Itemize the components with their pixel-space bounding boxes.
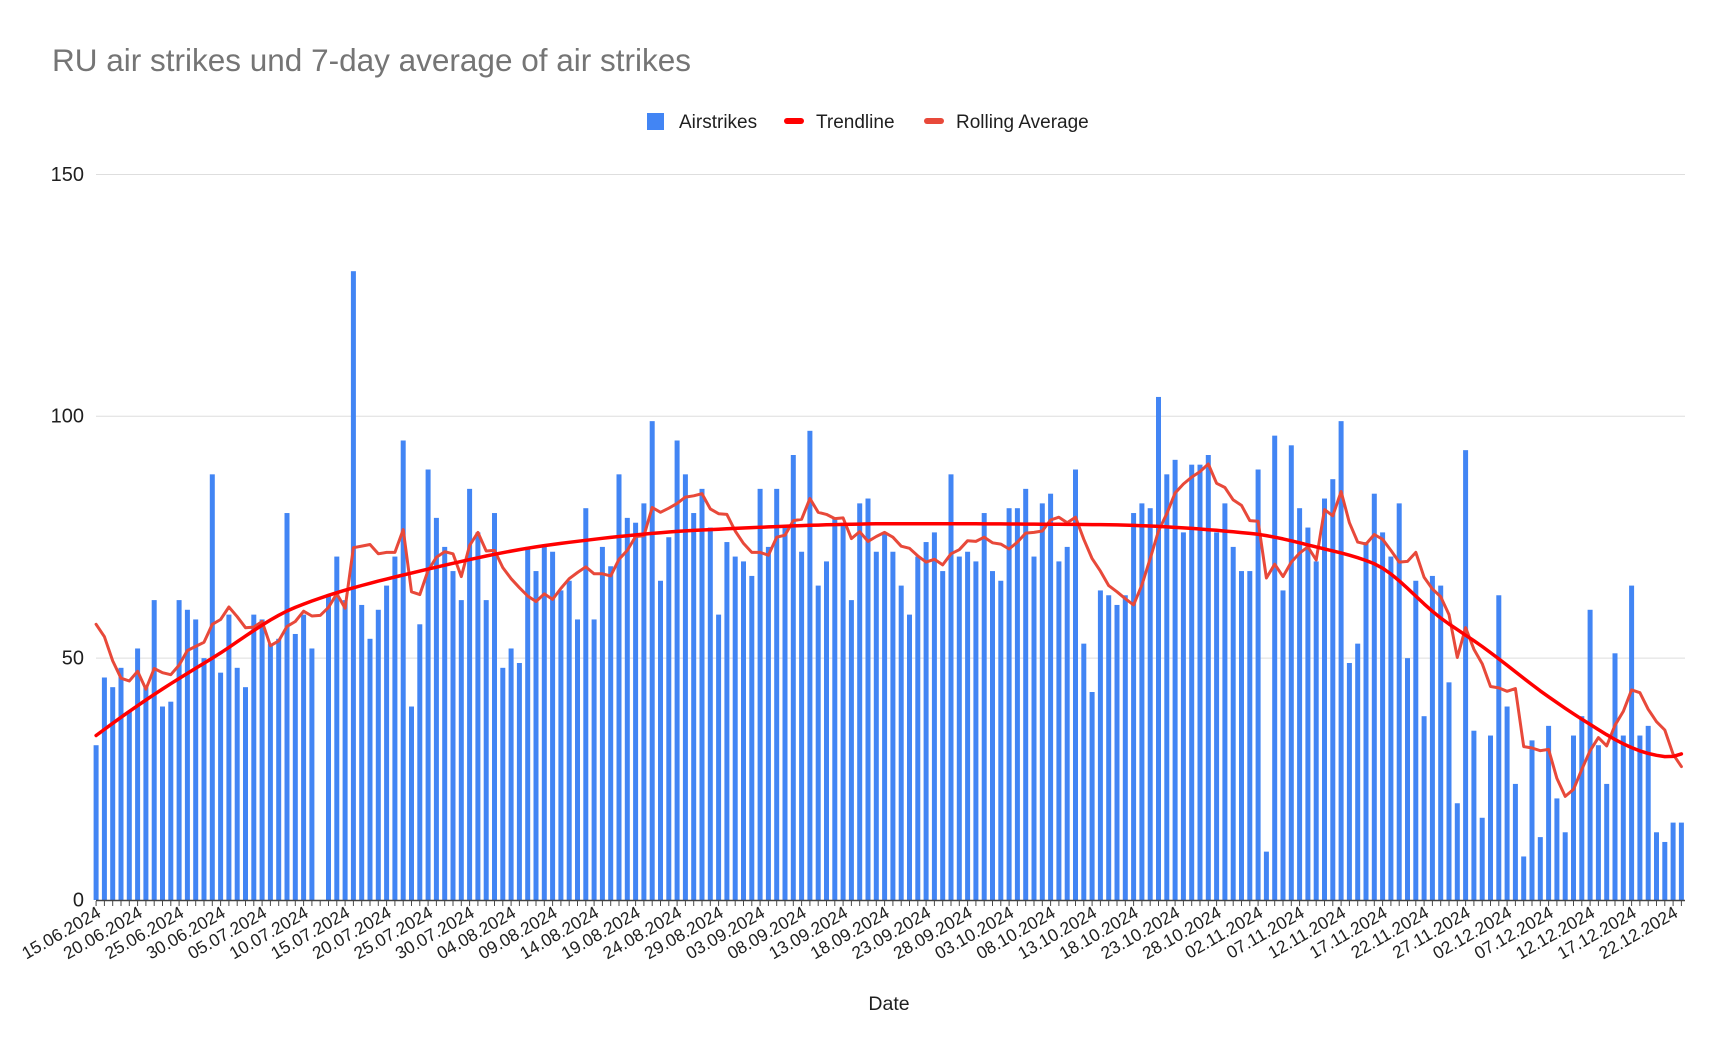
svg-text:150: 150 xyxy=(51,164,84,186)
svg-text:Airstrikes: Airstrikes xyxy=(679,112,757,133)
svg-text:100: 100 xyxy=(51,406,84,428)
svg-text:50: 50 xyxy=(62,647,84,669)
svg-text:Trendline: Trendline xyxy=(816,112,895,133)
svg-text:Date: Date xyxy=(868,993,909,1015)
svg-text:Rolling Average: Rolling Average xyxy=(956,112,1089,133)
svg-text:0: 0 xyxy=(73,889,84,911)
svg-text:RU air strikes und 7-day avera: RU air strikes und 7-day average of air … xyxy=(52,42,691,78)
